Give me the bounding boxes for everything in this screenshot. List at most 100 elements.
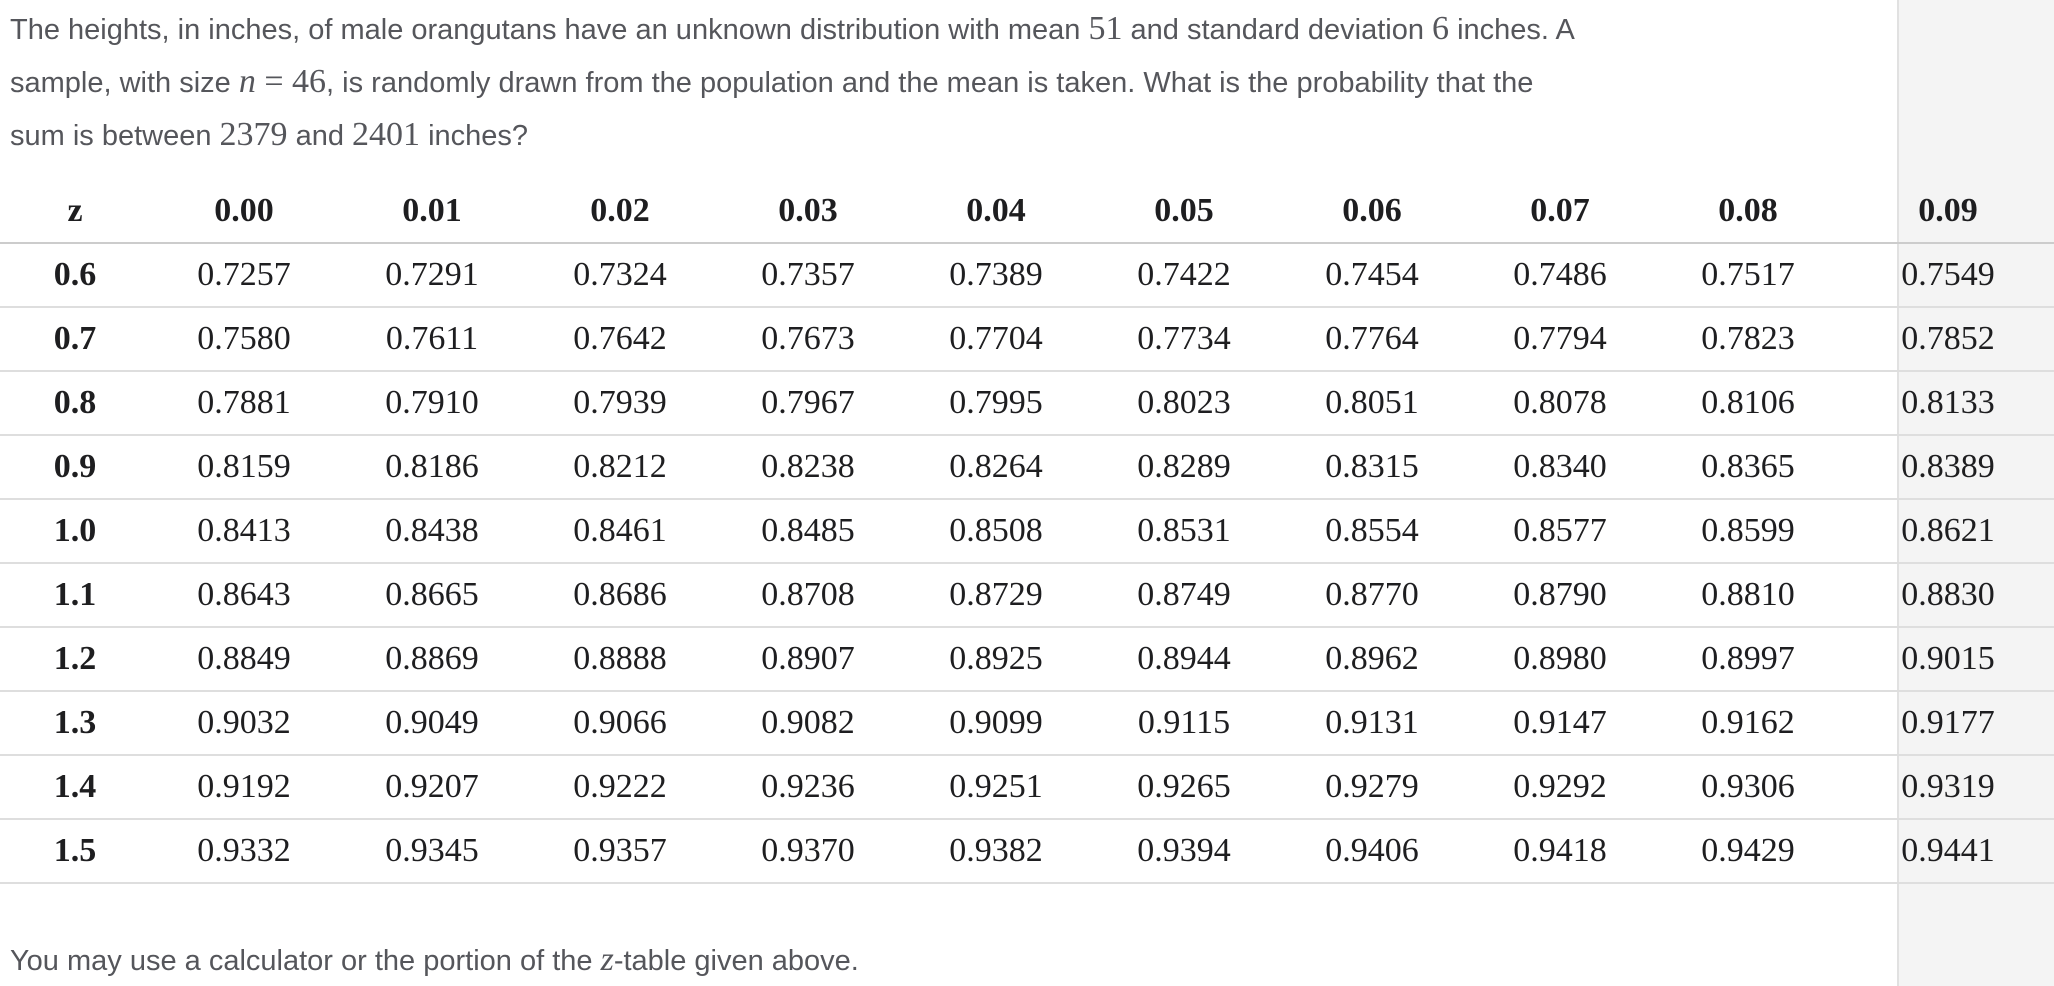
question-segment: The heights, in inches, of male oranguta… — [10, 14, 1089, 46]
z-cell: 0.8925 — [902, 627, 1090, 692]
z-cell: 0.9418 — [1466, 819, 1654, 884]
z-column-header: z — [0, 180, 150, 244]
z-cell: 0.7764 — [1278, 307, 1466, 372]
z-table-row: 0.9 0.8159 0.8186 0.8212 0.8238 0.8264 0.8289 0… — [0, 435, 2054, 500]
z-cell: 0.9251 — [902, 755, 1090, 820]
z-cell: 0.7611 — [338, 307, 526, 372]
z-table-header-row: z 0.00 0.01 0.02 0.03 0.04 0.05 0.06 0.07 0.08 0.0… — [0, 180, 2054, 244]
z-table-row: 1.5 0.9332 0.9345 0.9357 0.9370 0.9382 0.9394 0… — [0, 819, 2054, 884]
z-cell: 0.8389 — [1842, 435, 2054, 500]
z-cell: 0.8749 — [1090, 563, 1278, 628]
z-row-label: 0.6 — [0, 243, 150, 308]
z-cell: 0.9066 — [526, 691, 714, 756]
z-row-label: 1.5 — [0, 819, 150, 884]
z-table-row: 1.4 0.9192 0.9207 0.9222 0.9236 0.9251 0.9265 0… — [0, 755, 2054, 820]
z-cell: 0.7257 — [150, 243, 338, 308]
hundredths-column-header: 0.07 — [1466, 180, 1654, 244]
z-cell: 0.8485 — [714, 499, 902, 564]
hundredths-column-header: 0.04 — [902, 180, 1090, 244]
z-table-row: 0.6 0.7257 0.7291 0.7324 0.7357 0.7389 0.7422 0… — [0, 243, 2054, 308]
z-cell: 0.8729 — [902, 563, 1090, 628]
question-segment: inches. A — [1449, 14, 1575, 46]
z-cell: 0.9319 — [1842, 755, 2054, 820]
z-table-row: 1.0 0.8413 0.8438 0.8461 0.8485 0.8508 0.8531 0… — [0, 499, 2054, 564]
question-line: sample, with size n = 46, is randomly dr… — [10, 56, 1890, 109]
z-cell: 0.8944 — [1090, 627, 1278, 692]
z-table-row: 1.3 0.9032 0.9049 0.9066 0.9082 0.9099 0.9115 0… — [0, 691, 2054, 756]
z-cell: 0.7910 — [338, 371, 526, 436]
z-cell: 0.7939 — [526, 371, 714, 436]
z-cell: 0.9357 — [526, 819, 714, 884]
question-line: The heights, in inches, of male oranguta… — [10, 3, 1890, 56]
z-row-label: 1.3 — [0, 691, 150, 756]
z-cell: 0.7549 — [1842, 243, 2054, 308]
z-cell: 0.8665 — [338, 563, 526, 628]
z-cell: 0.8264 — [902, 435, 1090, 500]
question-segment: and — [287, 120, 353, 152]
question-segment: , is randomly drawn from the population … — [326, 67, 1534, 99]
z-cell: 0.8212 — [526, 435, 714, 500]
z-cell: 0.9032 — [150, 691, 338, 756]
z-cell: 0.8554 — [1278, 499, 1466, 564]
z-cell: 0.9131 — [1278, 691, 1466, 756]
z-cell: 0.9292 — [1466, 755, 1654, 820]
z-cell: 0.7454 — [1278, 243, 1466, 308]
question-segment-math: 51 — [1088, 10, 1123, 47]
z-cell: 0.7291 — [338, 243, 526, 308]
z-cell: 0.8340 — [1466, 435, 1654, 500]
z-cell: 0.8531 — [1090, 499, 1278, 564]
z-cell: 0.7422 — [1090, 243, 1278, 308]
z-cell: 0.8686 — [526, 563, 714, 628]
question-segment-math: = 46 — [255, 63, 327, 100]
z-cell: 0.7881 — [150, 371, 338, 436]
z-table-row: 0.8 0.7881 0.7910 0.7939 0.7967 0.7995 0.8023 0… — [0, 371, 2054, 436]
z-cell: 0.7823 — [1654, 307, 1842, 372]
z-row-label: 0.7 — [0, 307, 150, 372]
z-cell: 0.8790 — [1466, 563, 1654, 628]
z-cell: 0.8962 — [1278, 627, 1466, 692]
z-cell: 0.9370 — [714, 819, 902, 884]
z-cell: 0.9441 — [1842, 819, 2054, 884]
z-cell: 0.9115 — [1090, 691, 1278, 756]
z-table-row: 1.2 0.8849 0.8869 0.8888 0.8907 0.8925 0.8944 0… — [0, 627, 2054, 692]
z-cell: 0.7967 — [714, 371, 902, 436]
z-cell: 0.9429 — [1654, 819, 1842, 884]
z-cell: 0.7642 — [526, 307, 714, 372]
z-cell: 0.9332 — [150, 819, 338, 884]
question-segment-math: 6 — [1432, 10, 1450, 47]
z-cell: 0.9222 — [526, 755, 714, 820]
z-row-label: 1.0 — [0, 499, 150, 564]
question-segment-math: n — [238, 63, 256, 100]
z-cell: 0.9406 — [1278, 819, 1466, 884]
z-cell: 0.9082 — [714, 691, 902, 756]
z-table: z 0.00 0.01 0.02 0.03 0.04 0.05 0.06 0.07 0.08 0.0… — [0, 180, 2054, 884]
hundredths-column-header: 0.01 — [338, 180, 526, 244]
z-cell: 0.8830 — [1842, 563, 2054, 628]
z-cell: 0.9394 — [1090, 819, 1278, 884]
z-cell: 0.8023 — [1090, 371, 1278, 436]
z-cell: 0.8315 — [1278, 435, 1466, 500]
z-cell: 0.8997 — [1654, 627, 1842, 692]
question-segment: inches? — [420, 120, 529, 152]
z-cell: 0.8810 — [1654, 563, 1842, 628]
z-cell: 0.7794 — [1466, 307, 1654, 372]
hundredths-column-header: 0.05 — [1090, 180, 1278, 244]
question-segment-math: 2401 — [352, 116, 421, 153]
z-cell: 0.7852 — [1842, 307, 2054, 372]
z-cell: 0.7324 — [526, 243, 714, 308]
hundredths-column-header: 0.06 — [1278, 180, 1466, 244]
z-table-row: 0.7 0.7580 0.7611 0.7642 0.7673 0.7704 0.7734 0… — [0, 307, 2054, 372]
z-cell: 0.7517 — [1654, 243, 1842, 308]
z-cell: 0.7389 — [902, 243, 1090, 308]
z-cell: 0.9147 — [1466, 691, 1654, 756]
footer-segment: -table given above. — [613, 945, 859, 977]
hundredths-column-header: 0.09 — [1842, 180, 2054, 244]
z-cell: 0.8365 — [1654, 435, 1842, 500]
z-cell: 0.8869 — [338, 627, 526, 692]
z-row-label: 0.8 — [0, 371, 150, 436]
question-segment: and standard deviation — [1122, 14, 1433, 46]
z-cell: 0.9382 — [902, 819, 1090, 884]
z-cell: 0.9099 — [902, 691, 1090, 756]
z-cell: 0.8413 — [150, 499, 338, 564]
